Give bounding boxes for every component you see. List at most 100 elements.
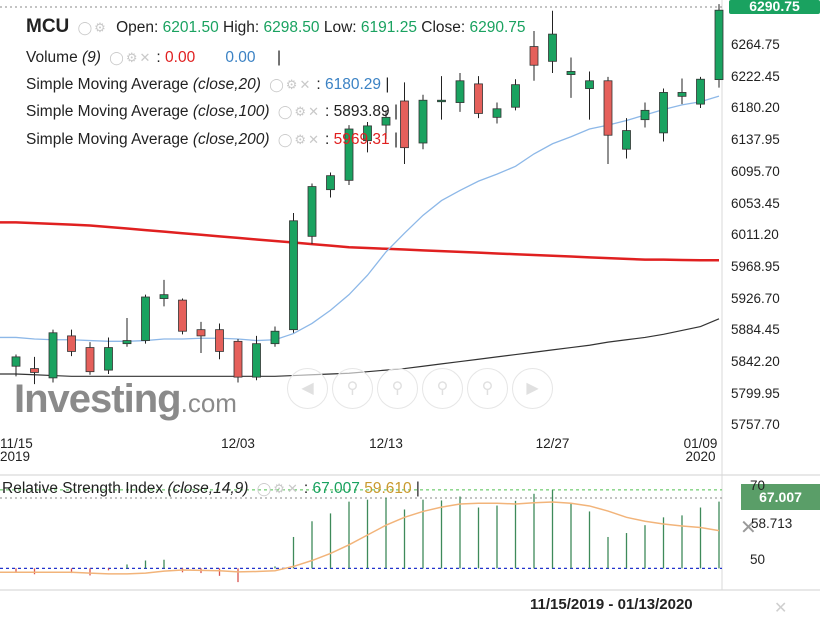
- candle-body: [30, 368, 39, 373]
- candle-body: [659, 92, 668, 134]
- visibility-icon[interactable]: ◯⚙: [77, 20, 108, 35]
- rsi-label: Relative Strength Index: [2, 480, 164, 497]
- zoom-fit-icon[interactable]: ⚲: [467, 368, 508, 409]
- sma200-settings-icon[interactable]: ◯⚙✕: [277, 132, 321, 147]
- sma20-settings-icon[interactable]: ◯⚙✕: [269, 77, 313, 92]
- low-value: 6191.25: [360, 19, 417, 36]
- price-tick-label: 5884.45: [731, 322, 780, 338]
- price-tick-label: 5926.70: [731, 290, 780, 306]
- high-value: 6298.50: [263, 19, 320, 36]
- candle-body: [548, 33, 557, 62]
- candle-body: [585, 80, 594, 89]
- candle-body: [381, 116, 391, 126]
- legend-rsi: Relative Strength Index (close,14,9) ◯⚙✕…: [2, 480, 420, 497]
- logo-suffix: .com: [180, 388, 237, 418]
- rsi-tick-label: 58.713: [751, 516, 793, 531]
- candle-body: [418, 99, 428, 144]
- rsi-settings-icon[interactable]: ◯⚙✕: [256, 481, 300, 496]
- volume-label: Volume: [26, 49, 78, 66]
- candle-body: [85, 347, 95, 373]
- candle-body: [566, 71, 576, 75]
- sma20-value: 6180.29: [324, 76, 382, 93]
- logo-main: Investing: [14, 377, 182, 421]
- open-value: 6201.50: [162, 19, 219, 36]
- candle-body: [67, 335, 76, 352]
- chart-toolbar: ◀ ⚲ ⚲ ⚲ ⚲ ▶: [287, 368, 553, 409]
- date-tick-label: 11/15 2019: [0, 436, 33, 464]
- rsi-value-badge: 67.007: [741, 484, 820, 510]
- volume-value-2: 0.00: [225, 49, 256, 66]
- price-tick-label: 5799.95: [731, 385, 780, 401]
- zoom-out-icon[interactable]: ⚲: [377, 368, 418, 409]
- candle-body: [511, 84, 520, 108]
- candle-body: [363, 125, 372, 142]
- close-label: Close:: [421, 19, 466, 36]
- date-tick-label: 12/13: [369, 436, 403, 451]
- close-value: 6290.75: [469, 19, 526, 36]
- candle-body: [603, 80, 613, 136]
- close-small-icon[interactable]: ✕: [774, 600, 788, 617]
- scroll-left-icon[interactable]: ◀: [287, 368, 328, 409]
- volume-settings-icon[interactable]: ◯⚙✕: [109, 50, 153, 65]
- date-tick-label: 01/09 2020: [683, 436, 718, 464]
- price-tick-label: 6264.75: [731, 37, 780, 52]
- candle-body: [307, 186, 317, 237]
- legend-sma20: Simple Moving Average (close,20) ◯⚙✕: 61…: [26, 76, 390, 93]
- candle-body: [289, 220, 298, 331]
- zoom-reset-icon[interactable]: ⚲: [422, 368, 463, 409]
- close-rsi-icon[interactable]: ✕: [740, 517, 757, 539]
- date-range: 11/15/2019 - 01/13/2020: [530, 596, 693, 613]
- sma20-line: [0, 95, 720, 342]
- open-label: Open:: [116, 19, 159, 36]
- rsi-param: (close,14,9): [167, 480, 249, 497]
- volume-param: (9): [82, 49, 101, 66]
- price-tick-label: 5842.20: [731, 354, 780, 369]
- candle-body: [344, 128, 354, 181]
- candle-body: [437, 99, 446, 103]
- price-tick-label: 6137.95: [731, 132, 780, 148]
- zoom-in-icon[interactable]: ⚲: [332, 368, 373, 409]
- legend-sma200: Simple Moving Average (close,200) ◯⚙✕: 5…: [26, 131, 398, 148]
- scroll-right-icon[interactable]: ▶: [512, 368, 553, 409]
- candle-body: [48, 332, 58, 379]
- rsi-value: 67.007: [312, 480, 360, 497]
- sma20-param: (close,20): [192, 76, 261, 93]
- candle-body: [474, 83, 483, 114]
- sma100-param: (close,100): [192, 103, 270, 120]
- candle-body: [529, 46, 539, 66]
- candle-body: [326, 175, 335, 191]
- sma20-label: Simple Moving Average: [26, 76, 189, 93]
- sma200-line: [0, 221, 720, 262]
- candle-body: [400, 100, 409, 149]
- candle-body: [677, 92, 687, 97]
- candle-body: [11, 356, 21, 367]
- investing-logo: Investing.com: [14, 377, 237, 422]
- candle-body: [104, 347, 113, 371]
- price-tick-label: 6095.70: [731, 163, 780, 179]
- candle-body: [122, 340, 132, 345]
- candle-body: [141, 296, 150, 341]
- legend-volume: Volume (9) ◯⚙✕: 0.00 0.00 |: [26, 49, 282, 66]
- price-tick-label: 5757.70: [731, 417, 780, 433]
- candle-body: [492, 108, 502, 118]
- price-tick-label: 6053.45: [731, 195, 780, 211]
- sma200-param: (close,200): [192, 131, 270, 148]
- sma200-value: 5969.31: [333, 131, 390, 148]
- price-tick-label: 5968.95: [731, 258, 780, 274]
- sma100-settings-icon[interactable]: ◯⚙✕: [277, 104, 321, 119]
- symbol-label: MCU: [26, 16, 70, 37]
- rsi-tick-label: 50: [750, 552, 766, 567]
- candle-body: [714, 9, 724, 81]
- candle-body: [233, 340, 243, 378]
- candle-body: [270, 330, 280, 345]
- candle-body: [640, 109, 650, 121]
- date-tick-label: 12/03: [221, 436, 255, 451]
- candle-body: [196, 329, 206, 337]
- candle-body: [178, 299, 187, 332]
- price-tick-label: 6222.45: [731, 68, 780, 84]
- volume-value-1: 0.00: [165, 49, 196, 66]
- price-tick-label: 6011.20: [731, 227, 779, 243]
- legend-ohlc: MCU ◯⚙ Open: 6201.50 High: 6298.50 Low: …: [26, 16, 526, 38]
